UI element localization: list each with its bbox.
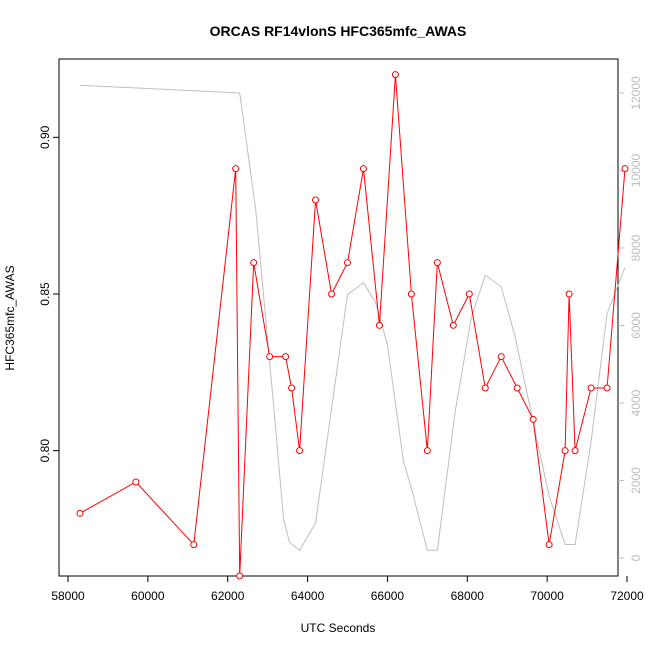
y-axis-left: 0.80 0.85 0.90 bbox=[38, 125, 59, 462]
series-red-line bbox=[76, 71, 629, 580]
red-series-point bbox=[561, 447, 569, 455]
red-series-point bbox=[449, 321, 457, 329]
x-axis: 58000 60000 62000 64000 66000 68000 70000 72000 bbox=[51, 576, 644, 603]
y2-tick-label: 8000 bbox=[629, 234, 643, 261]
gray-series-line bbox=[79, 84, 626, 551]
y-axis-label: HFC365mfc_AWAS bbox=[3, 265, 17, 370]
x-axis-label: UTC Seconds bbox=[301, 621, 376, 635]
red-series-point bbox=[344, 259, 351, 267]
red-series-point bbox=[76, 509, 84, 517]
x-tick-label: 64000 bbox=[291, 589, 325, 603]
red-series-point bbox=[529, 415, 537, 423]
red-series-point bbox=[545, 541, 553, 549]
red-series-point bbox=[282, 353, 290, 361]
red-series-point bbox=[190, 541, 198, 549]
y-tick-label: 0.90 bbox=[38, 125, 52, 149]
y2-tick-label: 2000 bbox=[629, 467, 643, 494]
red-series-point bbox=[312, 196, 320, 204]
red-series-point bbox=[565, 290, 573, 298]
red-series-point bbox=[587, 384, 595, 392]
x-tick-label: 72000 bbox=[610, 589, 644, 603]
red-series-point bbox=[433, 259, 441, 267]
y2-tick-label: 6000 bbox=[629, 312, 643, 339]
red-series-point bbox=[423, 447, 431, 455]
red-series-point bbox=[266, 353, 274, 361]
x-tick-label: 62000 bbox=[211, 589, 245, 603]
red-series-point bbox=[296, 447, 304, 455]
red-series-point bbox=[407, 290, 415, 298]
x-tick-label: 68000 bbox=[451, 589, 485, 603]
x-tick-label: 70000 bbox=[530, 589, 564, 603]
x-tick-label: 60000 bbox=[131, 589, 165, 603]
red-series-point bbox=[232, 165, 240, 173]
red-series-point bbox=[513, 384, 521, 392]
y-axis-right: 0 2000 4000 6000 8000 10000 12000 bbox=[618, 76, 643, 561]
red-series-point bbox=[603, 384, 611, 392]
red-series-point bbox=[236, 572, 244, 580]
red-series-point bbox=[288, 384, 296, 392]
red-series-point bbox=[497, 353, 505, 361]
red-series-point bbox=[375, 321, 383, 329]
y2-tick-label: 10000 bbox=[629, 153, 643, 187]
y2-tick-label: 4000 bbox=[629, 389, 643, 416]
red-series-point bbox=[132, 478, 140, 486]
red-series-point bbox=[571, 447, 579, 455]
red-series-line bbox=[79, 74, 626, 577]
x-tick-label: 66000 bbox=[371, 589, 405, 603]
series-gray-line bbox=[79, 84, 626, 551]
red-series-point bbox=[250, 259, 258, 267]
y2-tick-label: 0 bbox=[629, 554, 643, 561]
red-series-point bbox=[465, 290, 473, 298]
x-tick-label: 58000 bbox=[51, 589, 85, 603]
red-series-point bbox=[359, 165, 367, 173]
chart-title: ORCAS RF14vlonS HFC365mfc_AWAS bbox=[210, 23, 467, 39]
red-series-point bbox=[481, 384, 489, 392]
y-tick-label: 0.80 bbox=[38, 439, 52, 463]
red-series-point bbox=[328, 290, 336, 298]
red-series-point bbox=[621, 165, 629, 173]
red-series-point bbox=[391, 71, 399, 79]
plot-frame bbox=[58, 58, 619, 577]
y-tick-label: 0.85 bbox=[38, 282, 52, 306]
y2-tick-label: 12000 bbox=[629, 76, 643, 110]
